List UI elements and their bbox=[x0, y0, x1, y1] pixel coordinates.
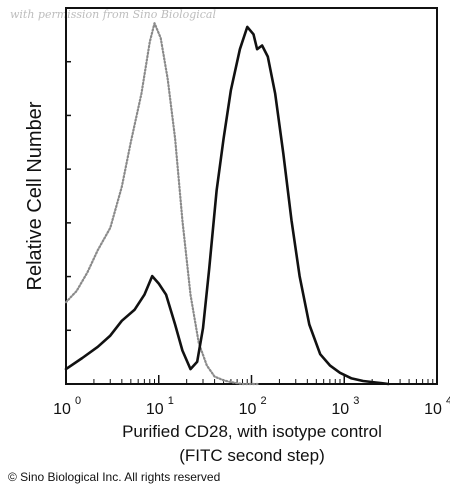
x-axis-label-line2: (FITC second step) bbox=[179, 446, 325, 465]
y-ticks bbox=[66, 7, 71, 385]
x-tick-label-base: 10 bbox=[424, 401, 442, 418]
x-tick-label: 10 2 bbox=[239, 395, 267, 418]
x-tick-label-exponent: 2 bbox=[260, 395, 266, 407]
cd28-curve bbox=[64, 25, 390, 386]
copyright-text: © Sino Biological Inc. All rights reserv… bbox=[8, 470, 220, 484]
x-tick-label-base: 10 bbox=[53, 401, 71, 418]
plot-frame bbox=[65, 7, 438, 385]
x-axis-label-line1: Purified CD28, with isotype control bbox=[122, 422, 382, 441]
isotype-control-curve bbox=[64, 22, 260, 386]
x-tick-label: 10 0 bbox=[53, 395, 81, 418]
x-tick-label: 10 1 bbox=[146, 395, 174, 418]
x-tick-label-exponent: 0 bbox=[75, 395, 81, 407]
x-tick-label-exponent: 4 bbox=[446, 395, 450, 407]
x-tick-label-exponent: 3 bbox=[353, 395, 359, 407]
x-ticks: 10 0 10 1 10 2 10 3 10 4 bbox=[53, 375, 450, 418]
x-tick-label-base: 10 bbox=[239, 401, 257, 418]
x-tick-label: 10 4 bbox=[424, 395, 450, 418]
series-layer bbox=[64, 22, 390, 386]
x-tick-label-base: 10 bbox=[146, 401, 164, 418]
y-axis-label: Relative Cell Number bbox=[24, 101, 46, 290]
x-tick-label-base: 10 bbox=[331, 401, 349, 418]
watermark-text: with permission from Sino Biological bbox=[10, 8, 216, 21]
x-tick-label-exponent: 1 bbox=[168, 395, 174, 407]
x-tick-label: 10 3 bbox=[331, 395, 359, 418]
